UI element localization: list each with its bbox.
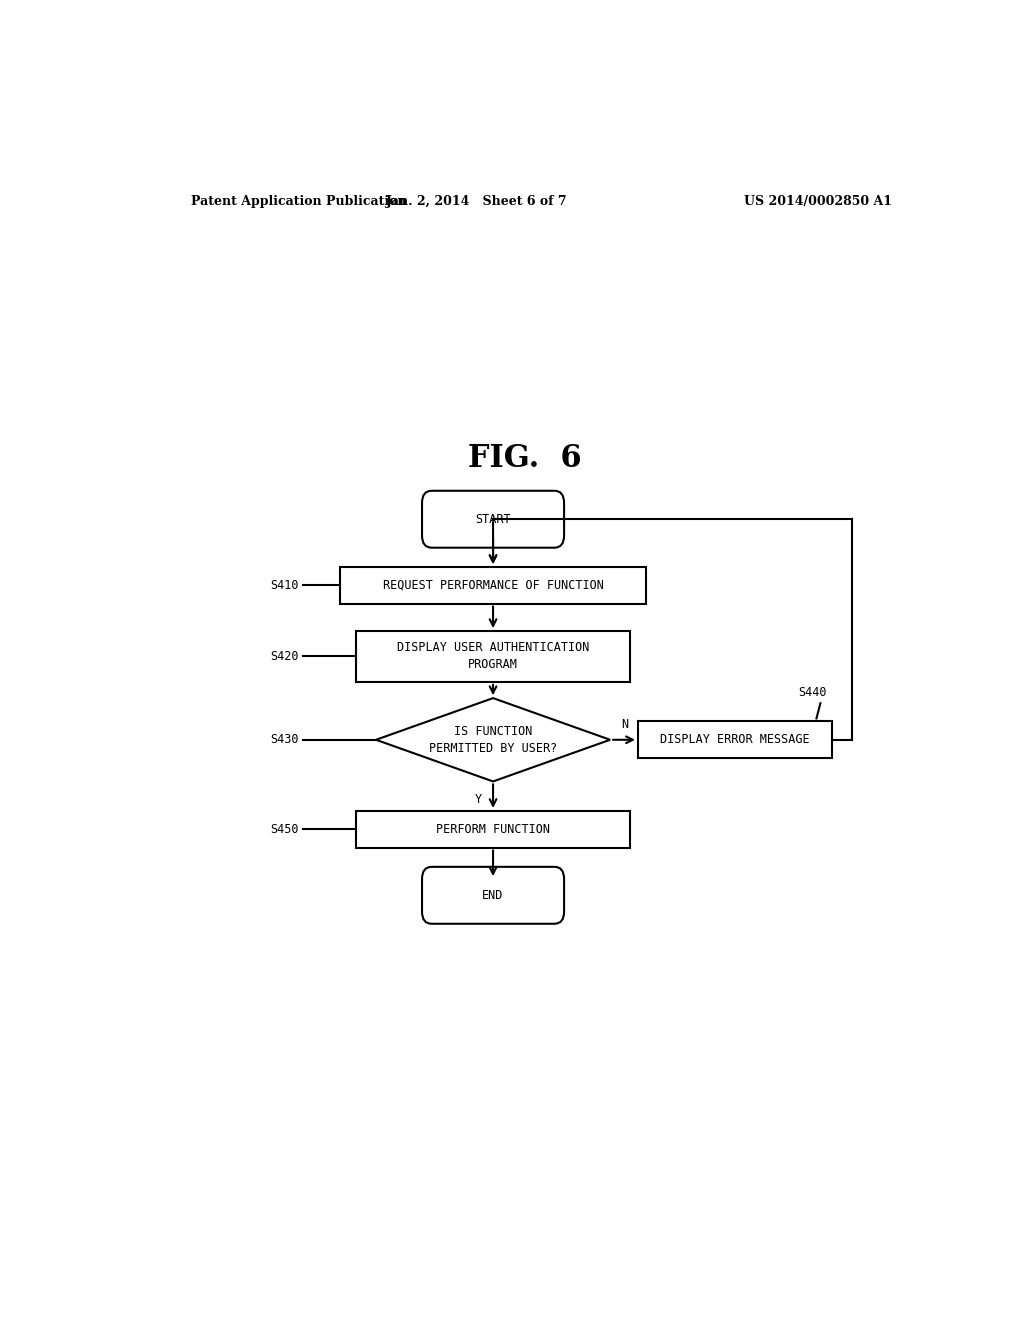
Text: DISPLAY ERROR MESSAGE: DISPLAY ERROR MESSAGE — [660, 734, 810, 746]
Bar — [356, 631, 630, 682]
Text: PERFORM FUNCTION: PERFORM FUNCTION — [436, 822, 550, 836]
Text: Y: Y — [475, 793, 482, 807]
Text: Jan. 2, 2014   Sheet 6 of 7: Jan. 2, 2014 Sheet 6 of 7 — [386, 194, 568, 207]
Text: N: N — [621, 718, 628, 731]
Text: END: END — [482, 888, 504, 902]
Bar — [340, 568, 646, 603]
Text: S430: S430 — [270, 734, 299, 746]
Text: S410: S410 — [270, 578, 299, 591]
Text: S440: S440 — [799, 686, 826, 700]
Bar — [356, 810, 630, 847]
Text: S420: S420 — [270, 649, 299, 663]
Text: US 2014/0002850 A1: US 2014/0002850 A1 — [744, 194, 893, 207]
Text: S450: S450 — [270, 822, 299, 836]
Polygon shape — [376, 698, 610, 781]
Text: REQUEST PERFORMANCE OF FUNCTION: REQUEST PERFORMANCE OF FUNCTION — [383, 578, 603, 591]
Text: Patent Application Publication: Patent Application Publication — [191, 194, 407, 207]
Text: DISPLAY USER AUTHENTICATION
PROGRAM: DISPLAY USER AUTHENTICATION PROGRAM — [397, 642, 589, 672]
FancyBboxPatch shape — [422, 491, 564, 548]
Text: FIG.  6: FIG. 6 — [468, 442, 582, 474]
Text: IS FUNCTION
PERMITTED BY USER?: IS FUNCTION PERMITTED BY USER? — [429, 725, 557, 755]
Text: START: START — [475, 512, 511, 525]
FancyBboxPatch shape — [422, 867, 564, 924]
Bar — [638, 722, 833, 758]
